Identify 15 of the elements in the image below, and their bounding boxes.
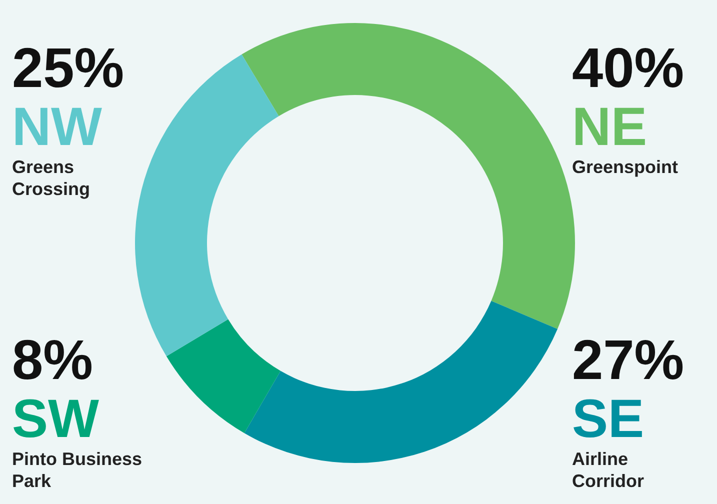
text: Greenspoint (572, 156, 680, 178)
slice-label: NW (12, 97, 103, 157)
data-label: 25% (12, 36, 126, 99)
data-label: 8% (12, 328, 94, 391)
text: Pinto Business Park (12, 448, 144, 492)
slice-label: NE (572, 97, 648, 157)
slice-label: SE (572, 389, 646, 449)
data-label: 27% (572, 328, 686, 391)
text: Greens Crossing (12, 156, 92, 200)
data-label: 40% (572, 36, 686, 99)
donut-slice (244, 300, 558, 463)
text: Airline Corridor (572, 448, 645, 492)
donut-slice (135, 54, 279, 356)
donut-slice (166, 319, 281, 434)
slice-label: SW (12, 389, 100, 449)
